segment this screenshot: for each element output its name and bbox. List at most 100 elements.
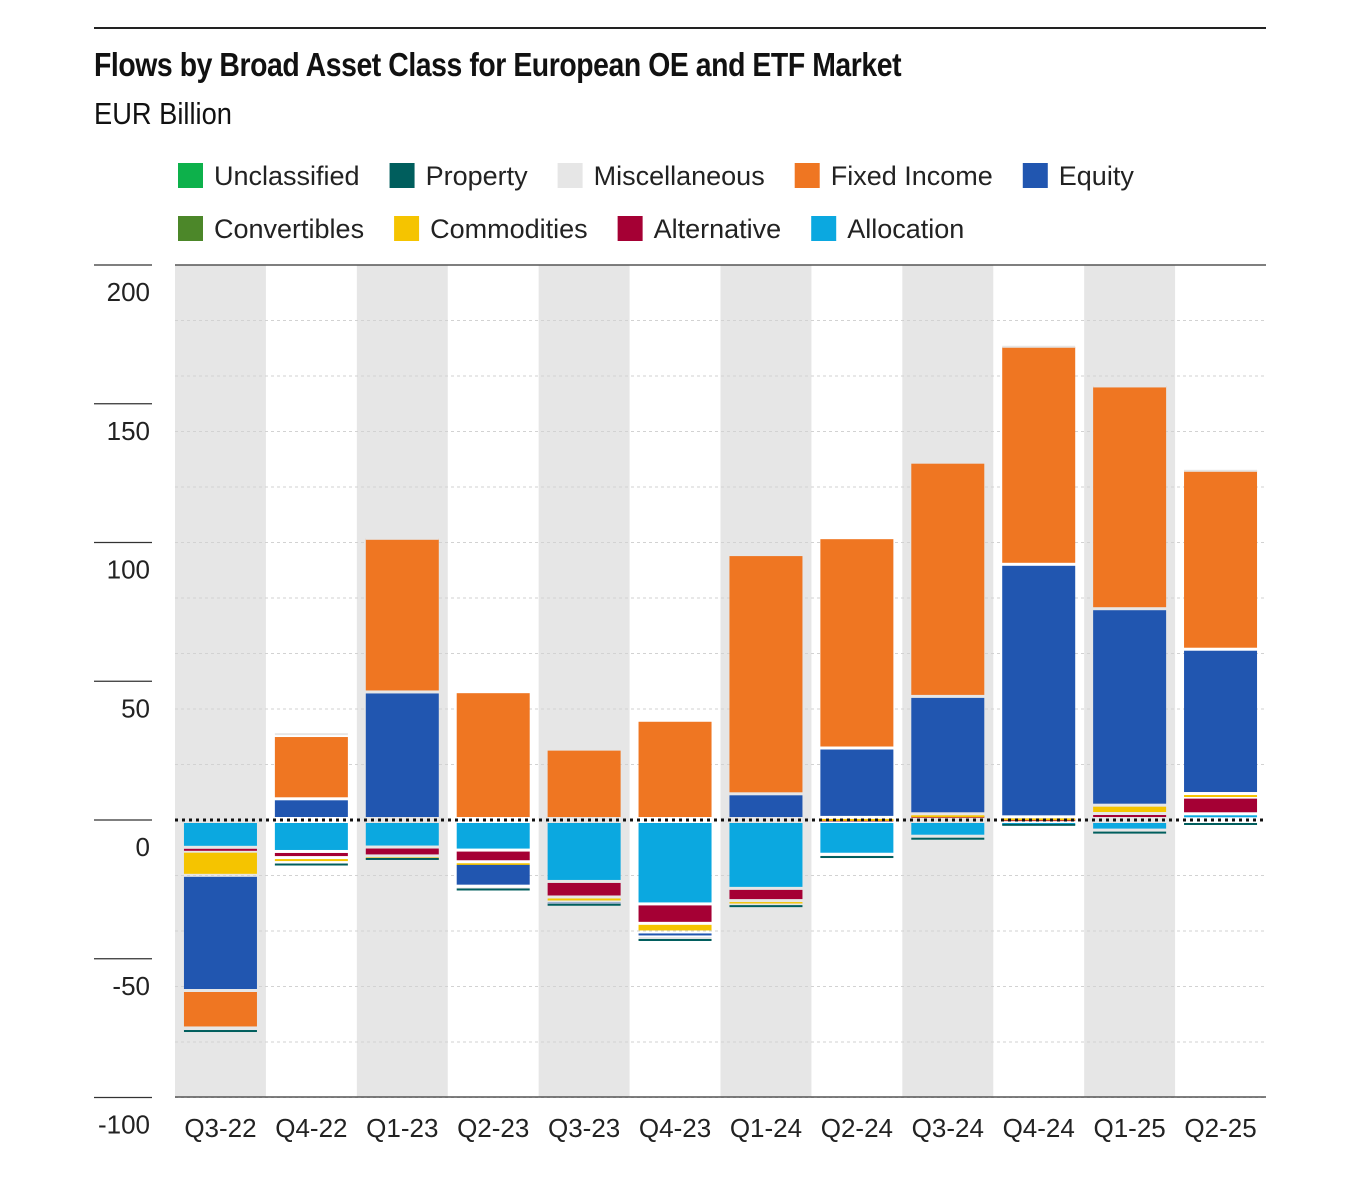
bar-allocation-q1-24: [729, 823, 803, 887]
bar-miscellaneous-q4-23: [638, 937, 712, 940]
y-tick-label: 50: [121, 693, 150, 723]
bar-alternative-q1-24: [729, 889, 803, 900]
bar-alternative-q1-25: [1093, 815, 1167, 818]
bar-commodities-q3-23: [547, 898, 621, 901]
bar-equity-q2-25: [1184, 650, 1258, 793]
bar-fixed-income-q1-25: [1093, 385, 1167, 608]
x-tick-label-q1-25: Q1-25: [1093, 1113, 1165, 1143]
legend-swatch-miscellaneous: [557, 163, 583, 188]
legend-label-convertibles: Convertibles: [214, 214, 364, 244]
bar-allocation-q2-23: [456, 823, 530, 849]
bar-property-q2-23: [456, 888, 530, 891]
bar-property-q4-23: [638, 938, 712, 941]
x-tick-label-q2-23: Q2-23: [457, 1113, 529, 1143]
bar-equity-q4-24: [1002, 565, 1076, 816]
bar-fixed-income-q3-23: [547, 750, 621, 817]
bar-allocation-q4-22: [274, 823, 348, 850]
x-tick-label-q1-23: Q1-23: [366, 1113, 438, 1143]
bar-equity-q1-24: [729, 795, 803, 817]
bar-alternative-q3-23: [547, 882, 621, 896]
bar-equity-q2-23: [456, 864, 530, 885]
x-tick-label-q2-25: Q2-25: [1184, 1113, 1256, 1143]
bar-alternative-q1-23: [365, 848, 439, 855]
bar-property-q1-23: [365, 857, 439, 860]
legend-swatch-equity: [1022, 163, 1048, 188]
x-tick-label-q4-22: Q4-22: [275, 1113, 347, 1143]
bar-property-q3-24: [911, 837, 985, 840]
x-tick-label-q3-22: Q3-22: [184, 1113, 256, 1143]
bar-equity-q1-23: [365, 693, 439, 817]
legend-label-property: Property: [426, 161, 529, 191]
bar-equity-q4-22: [274, 800, 348, 817]
legend-swatch-allocation: [811, 216, 837, 241]
bar-allocation-q2-25: [1184, 815, 1258, 818]
top-rule: [94, 27, 1266, 29]
legend-label-allocation: Allocation: [847, 214, 964, 244]
legend-label-alternative: Alternative: [654, 214, 782, 244]
legend-label-miscellaneous: Miscellaneous: [594, 161, 765, 191]
y-tick-label: 100: [107, 555, 150, 585]
x-tick-label-q3-24: Q3-24: [912, 1113, 984, 1143]
legend-label-equity: Equity: [1059, 161, 1135, 191]
legend-swatch-commodities: [394, 216, 420, 241]
bar-fixed-income-q3-24: [911, 463, 985, 695]
bar-equity-q3-24: [911, 697, 985, 813]
x-tick-label-q4-23: Q4-23: [639, 1113, 711, 1143]
bar-fixed-income-q1-24: [729, 556, 803, 793]
bar-property-q3-22: [183, 1030, 257, 1033]
y-tick-label: 150: [107, 416, 150, 446]
bar-miscellaneous-q1-24: [729, 903, 803, 906]
bar-property-q2-25: [1184, 823, 1258, 825]
bar-property-q4-22: [274, 863, 348, 866]
column-band-q3-23: [538, 265, 630, 1097]
bar-property-q1-25: [1093, 831, 1167, 834]
x-tick-label-q2-24: Q2-24: [821, 1113, 893, 1143]
bar-property-q4-24: [1002, 823, 1076, 826]
bar-commodities-q3-24: [911, 815, 985, 818]
bar-fixed-income-q4-23: [638, 721, 712, 817]
bar-fixed-income-q4-24: [1002, 347, 1076, 563]
bar-fixed-income-q3-22: [183, 991, 257, 1027]
legend-swatch-alternative: [617, 216, 643, 241]
bar-miscellaneous-q3-24: [911, 460, 985, 463]
x-tick-label-q3-23: Q3-23: [548, 1113, 620, 1143]
bar-allocation-q1-25: [1093, 823, 1167, 829]
bar-commodities-q2-25: [1184, 795, 1258, 798]
bar-alternative-q2-25: [1184, 798, 1258, 813]
bar-alternative-q4-22: [274, 852, 348, 857]
legend-swatch-convertibles: [178, 216, 203, 241]
bar-miscellaneous-q4-24: [1002, 345, 1076, 348]
bar-allocation-q4-23: [638, 823, 712, 903]
bar-allocation-q3-24: [911, 823, 985, 835]
bar-property-q3-23: [547, 903, 621, 906]
y-tick-label: 0: [136, 832, 150, 862]
bar-miscellaneous-q1-23: [365, 537, 439, 540]
legend-label-unclassified: Unclassified: [214, 161, 360, 191]
bar-property-q2-24: [820, 856, 894, 859]
bar-commodities-q4-22: [274, 859, 348, 862]
bar-commodities-q1-24: [729, 902, 803, 905]
bar-miscellaneous-q1-25: [1093, 385, 1167, 388]
bar-commodities-q2-23: [456, 863, 530, 866]
bar-commodities-q1-25: [1093, 806, 1167, 813]
bar-fixed-income-q2-25: [1184, 470, 1258, 648]
bar-alternative-q4-23: [638, 905, 712, 922]
legend-swatch-unclassified: [178, 163, 203, 188]
y-tick-label: 200: [107, 277, 150, 307]
legend-swatch-fixed-income: [794, 163, 820, 188]
bar-allocation-q3-22: [183, 823, 257, 846]
legend-swatch-property: [389, 163, 415, 188]
bar-equity-q2-24: [820, 749, 894, 816]
chart-title: Flows by Broad Asset Class for European …: [94, 46, 902, 83]
x-tick-label-q4-24: Q4-24: [1003, 1113, 1075, 1143]
bar-miscellaneous-q4-22: [274, 733, 348, 736]
bar-fixed-income-q2-24: [820, 539, 894, 747]
bar-fixed-income-q2-23: [456, 693, 530, 817]
bar-alternative-q3-22: [183, 848, 257, 851]
bar-equity-q4-23: [638, 933, 712, 936]
y-tick-label: -100: [98, 1110, 150, 1140]
chart-subtitle: EUR Billion: [94, 96, 232, 131]
bar-commodities-q4-23: [638, 924, 712, 931]
bar-commodities-q3-22: [183, 852, 257, 874]
